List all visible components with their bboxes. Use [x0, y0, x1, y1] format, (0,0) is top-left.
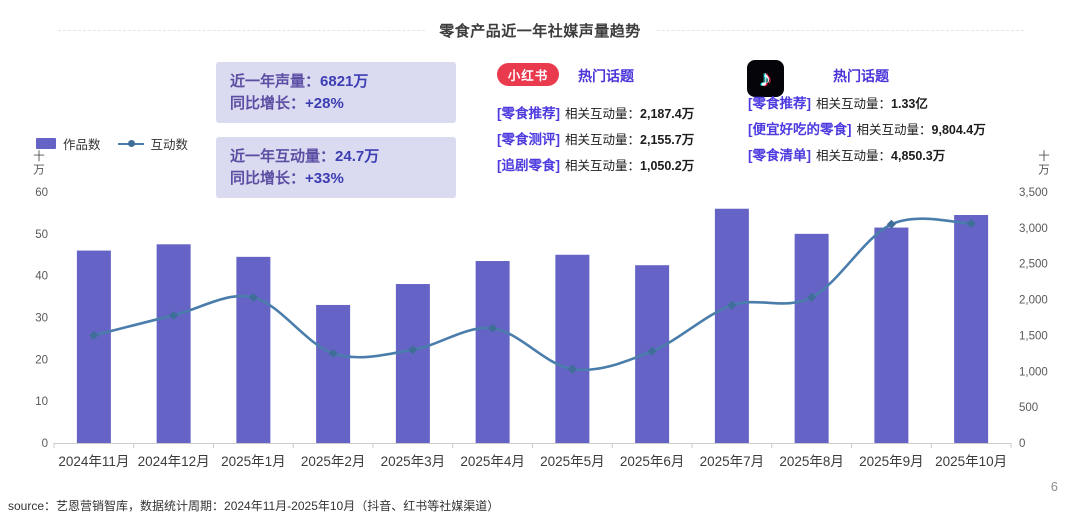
voice-growth-row: 同比增长：+28% — [230, 93, 442, 115]
topic-tag[interactable]: [零食清单] — [748, 148, 811, 163]
topic-label: 相关互动量： — [816, 97, 892, 111]
topic-row[interactable]: [零食推荐] 相关互动量：2,187.4万 — [497, 105, 742, 123]
bar-series-label[interactable]: 作品数 — [63, 138, 101, 152]
source-note: source：艺恩营销智库，数据统计周期：2024年11月-2025年10月（抖… — [8, 499, 500, 513]
x-axis-category-label: 2024年11月 — [58, 454, 129, 469]
left-axis-tick-label: 0 — [42, 438, 48, 450]
topic-value: 1,050.2万 — [640, 159, 695, 173]
right-axis-tick-label: 2,500 — [1019, 259, 1048, 271]
right-axis-tick-label: 2,000 — [1019, 295, 1048, 307]
right-axis-tick-label: 1,000 — [1019, 366, 1048, 378]
topic-row[interactable]: [零食推荐] 相关互动量：1.33亿 — [748, 95, 990, 113]
interaction-trend-line — [92, 217, 973, 372]
interaction-volume-stat-box: 近一年互动量：24.7万 同比增长：+33% — [216, 137, 456, 198]
bar-2024年12月[interactable] — [156, 244, 191, 443]
left-axis-tick-label: 30 — [35, 313, 48, 325]
topic-label: 相关互动量： — [565, 107, 641, 121]
right-axis-tick-label: 3,000 — [1019, 223, 1048, 235]
x-axis-category-label: 2024年12月 — [138, 454, 210, 469]
bar-2025年9月[interactable] — [874, 227, 909, 443]
left-axis-unit: 十万 — [32, 150, 44, 177]
bar-2025年4月[interactable] — [475, 261, 510, 443]
topic-value: 2,187.4万 — [640, 107, 695, 121]
bar-2025年8月[interactable] — [794, 233, 829, 443]
left-axis-tick-label: 40 — [35, 271, 48, 283]
left-axis-tick-label: 10 — [35, 396, 48, 408]
x-axis-category-label: 2025年5月 — [540, 454, 605, 469]
topic-tag[interactable]: [便宜好吃的零食] — [748, 122, 852, 137]
right-axis-tick-label: 0 — [1019, 438, 1025, 450]
page-number: 6 — [1050, 479, 1058, 494]
x-axis-category-label: 2025年6月 — [620, 454, 685, 469]
topic-tag[interactable]: [零食测评] — [497, 132, 560, 147]
topic-label: 相关互动量： — [565, 159, 641, 173]
topic-label: 相关互动量： — [856, 123, 932, 137]
line-series-label[interactable]: 互动数 — [150, 138, 189, 152]
xiaohongshu-badge: 小红书 — [497, 63, 559, 86]
left-axis-tick-label: 20 — [35, 354, 48, 366]
voice-volume-stat-box: 近一年声量：6821万 同比增长：+28% — [216, 62, 456, 123]
right-axis-tick-label: 500 — [1019, 402, 1038, 414]
interaction-volume-label: 近一年互动量： — [230, 148, 336, 165]
x-axis-category-label: 2025年10月 — [935, 454, 1007, 469]
douyin-note-glyph: ♪ — [759, 65, 772, 91]
topic-label: 相关互动量： — [565, 133, 641, 147]
xiaohongshu-topic-list: [零食推荐] 相关互动量：2,187.4万 [零食测评] 相关互动量：2,155.7… — [497, 105, 742, 183]
x-axis-category-label: 2025年3月 — [381, 454, 446, 469]
x-axis-category-label: 2025年4月 — [460, 454, 525, 469]
xiaohongshu-badge-label: 小红书 — [507, 69, 549, 83]
bar-series-swatch[interactable] — [36, 138, 56, 149]
voice-volume-row: 近一年声量：6821万 — [230, 71, 442, 93]
topic-row[interactable]: [追剧零食] 相关互动量：1,050.2万 — [497, 157, 742, 175]
voice-volume-value: 6821万 — [320, 73, 369, 90]
voice-growth-value: +28% — [305, 95, 344, 112]
left-axis-tick-label: 50 — [35, 229, 48, 241]
x-axis-category-label: 2025年9月 — [859, 454, 924, 469]
bar-2025年7月[interactable] — [714, 208, 749, 443]
topic-tag[interactable]: [零食推荐] — [748, 96, 811, 111]
topic-value: 4,850.3万 — [891, 149, 946, 163]
voice-growth-label: 同比增长： — [230, 95, 306, 112]
topic-tag[interactable]: [零食推荐] — [497, 106, 560, 121]
left-axis-tick-label: 60 — [35, 187, 48, 199]
xiaohongshu-hot-topics-title: 热门话题 — [578, 68, 634, 84]
interaction-growth-row: 同比增长：+33% — [230, 168, 442, 190]
x-axis-category-label: 2025年2月 — [301, 454, 366, 469]
topic-value: 9,804.4万 — [931, 123, 986, 137]
right-axis-unit: 十万 — [1037, 150, 1049, 177]
interaction-growth-value: +33% — [305, 170, 344, 187]
douyin-topic-list: [零食推荐] 相关互动量：1.33亿 [便宜好吃的零食] 相关互动量：9,804.4… — [748, 95, 990, 173]
bar-2025年1月[interactable] — [236, 256, 271, 443]
bar-2025年10月[interactable] — [954, 215, 989, 443]
interaction-volume-row: 近一年互动量：24.7万 — [230, 146, 442, 168]
topic-row[interactable]: [零食清单] 相关互动量：4,850.3万 — [748, 147, 990, 165]
line-series-marker — [127, 140, 135, 147]
topic-value: 1.33亿 — [891, 97, 928, 111]
topic-row[interactable]: [零食测评] 相关互动量：2,155.7万 — [497, 131, 742, 149]
right-axis-tick-label: 1,500 — [1019, 330, 1048, 342]
topic-row[interactable]: [便宜好吃的零食] 相关互动量：9,804.4万 — [748, 121, 990, 139]
x-axis-category-label: 2025年8月 — [779, 454, 844, 469]
x-axis-category-label: 2025年7月 — [700, 454, 765, 469]
bar-2025年3月[interactable] — [395, 284, 430, 443]
x-axis-category-label: 2025年1月 — [221, 454, 286, 469]
interaction-volume-value: 24.7万 — [335, 148, 380, 165]
line-series-swatch[interactable] — [117, 140, 144, 147]
topic-value: 2,155.7万 — [640, 133, 695, 147]
douyin-hot-topics-title: 热门话题 — [833, 68, 889, 84]
page-title: 零食产品近一年社媒声量趋势 — [0, 20, 1080, 41]
douyin-icon: ♪ — [747, 60, 784, 97]
topic-label: 相关互动量： — [816, 149, 892, 163]
bar-2025年2月[interactable] — [316, 304, 351, 443]
voice-volume-label: 近一年声量： — [230, 73, 321, 90]
topic-tag[interactable]: [追剧零食] — [497, 158, 560, 173]
chart-legend: 作品数 互动数 — [36, 134, 188, 153]
interaction-growth-label: 同比增长： — [230, 170, 306, 187]
bar-2024年11月[interactable] — [76, 250, 111, 443]
bar-2025年5月[interactable] — [555, 254, 590, 443]
right-axis-tick-label: 3,500 — [1019, 187, 1048, 199]
